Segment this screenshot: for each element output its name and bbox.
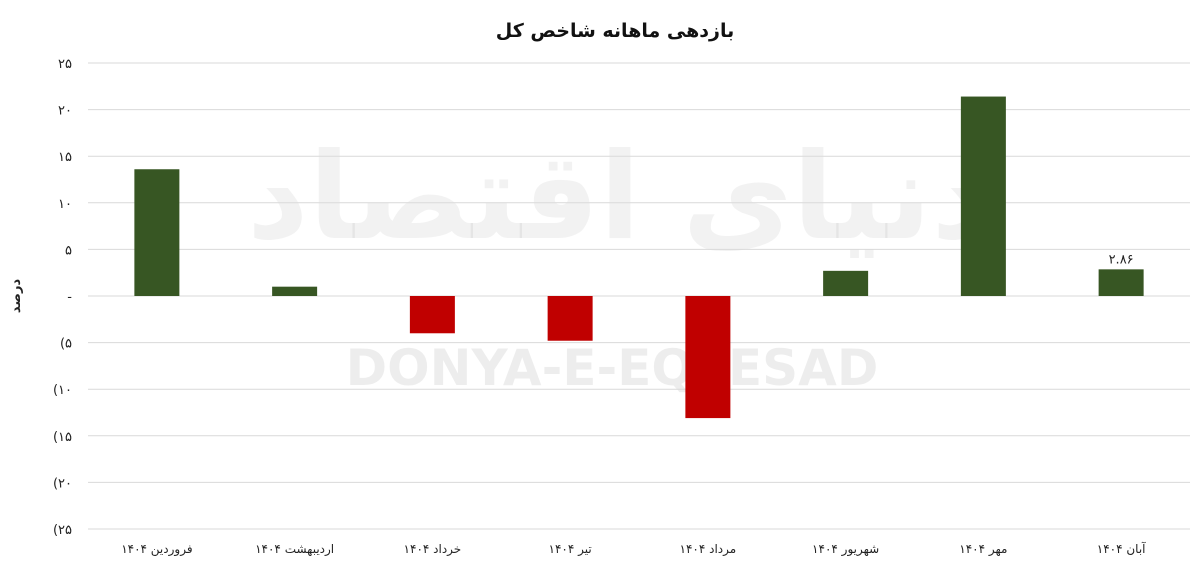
x-tick-label: اردیبهشت ۱۴۰۴ [255,542,334,557]
bar [1098,269,1144,296]
chart-title: بازدهی ماهانه شاخص کل [496,20,735,42]
y-tick-label: - [67,290,72,305]
x-tick-label: مرداد ۱۴۰۴ [680,542,737,557]
y-tick-label: (۱۵ [53,430,72,445]
y-tick-label: ۱۰ [58,197,72,212]
bar [685,296,731,419]
y-tick-label: (۱۰ [53,383,72,398]
x-tick-label: فروردین ۱۴۰۴ [121,542,192,557]
watermark-latin: DONYA-E-EQTESAD [346,339,879,397]
y-tick-label: ۱۵ [58,150,72,165]
bar [409,296,455,334]
y-tick-label: (۲۰ [53,476,72,491]
bar [134,169,180,296]
y-tick-label: (۲۵ [53,523,72,538]
x-tick-label: شهریور ۱۴۰۴ [812,542,879,557]
x-tick-label: تیر ۱۴۰۴ [549,542,592,557]
y-tick-label: ۲۰ [58,104,72,119]
watermark-persian: دنیای اقتصاد [247,128,993,267]
x-axis-labels: فروردین ۱۴۰۴ اردیبهشت ۱۴۰۴ خرداد ۱۴۰۴ تیر ۱… [121,541,1146,557]
watermark: دنیای اقتصاد DONYA-E-EQTESAD [247,128,993,397]
bar [960,96,1006,296]
grid [88,62,1190,530]
x-tick-label: مهر ۱۴۰۴ [959,542,1007,557]
bar [272,286,318,296]
y-tick-label: ۵ [65,243,72,258]
y-tick-label: (۵ [60,337,72,352]
x-tick-label: خرداد ۱۴۰۴ [404,542,462,557]
bar [547,296,593,341]
bars [134,96,1144,419]
x-tick-label: آبان ۱۴۰۴ [1097,541,1146,556]
bar [823,270,869,296]
y-axis-label: درصد [9,279,24,314]
data-labels: ۲.۸۶ [1109,252,1134,267]
data-label: ۲.۸۶ [1109,252,1134,267]
y-tick-label: ۲۵ [58,57,72,72]
y-axis-ticks: ۲۵ ۲۰ ۱۵ ۱۰ ۵ - (۵ (۱۰ (۱۵ (۲۰ (۲۵ [53,57,72,538]
